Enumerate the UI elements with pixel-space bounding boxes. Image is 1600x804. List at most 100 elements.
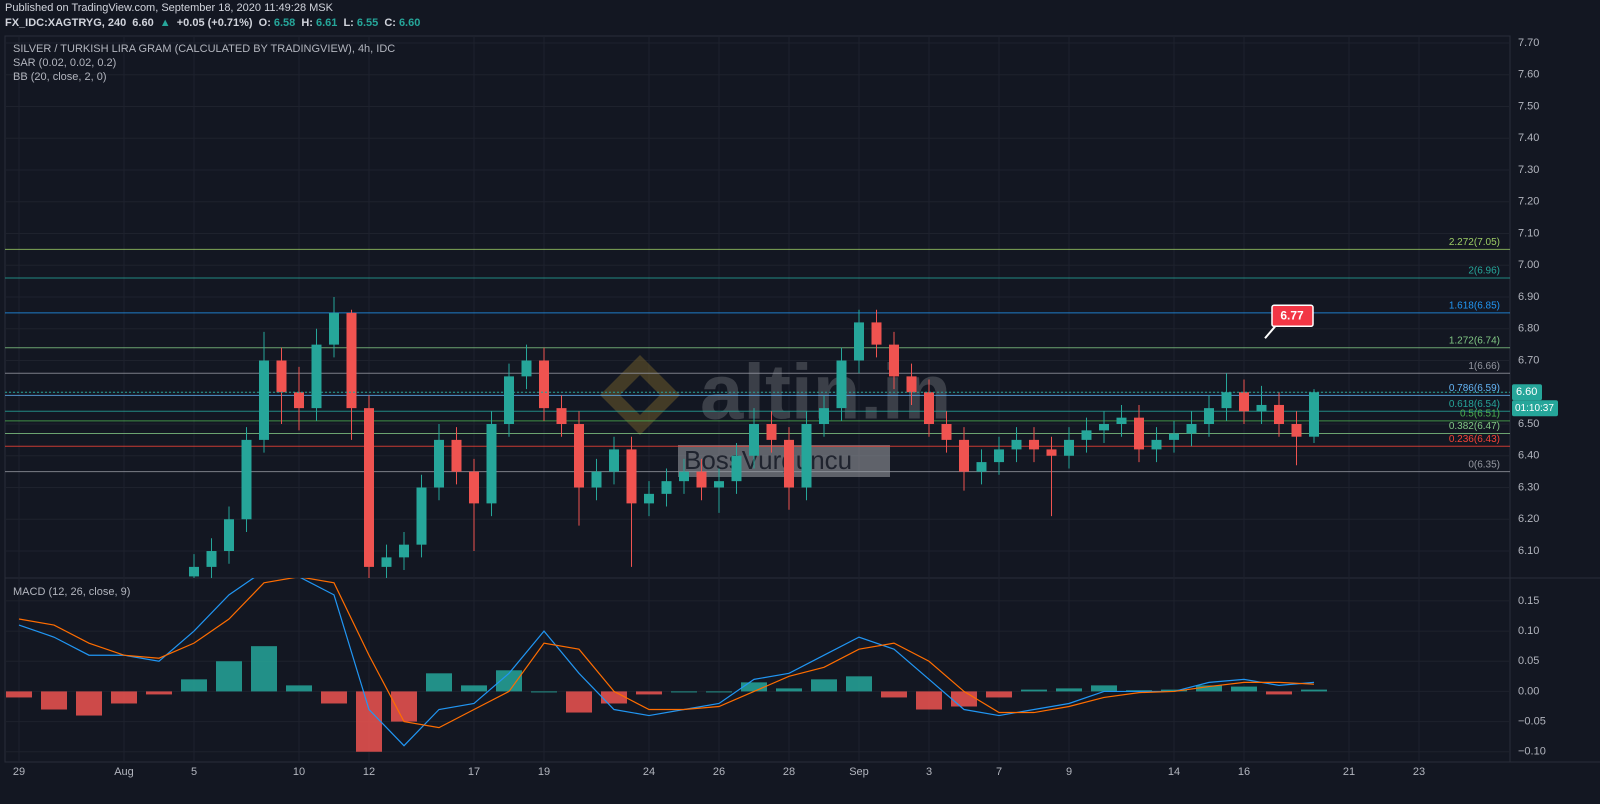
x-tick-label: Aug [114, 766, 134, 778]
candle-body [1221, 392, 1232, 409]
y-tick-label: 7.00 [1518, 259, 1539, 271]
candle-body [1151, 439, 1162, 450]
countdown-badge [1512, 400, 1558, 417]
histogram-bar [846, 676, 872, 692]
open: 6.58 [273, 17, 296, 29]
x-tick-label: 28 [783, 766, 795, 778]
signal-line [18, 578, 1315, 729]
histogram-bar [41, 691, 67, 710]
last-price-badge [1512, 384, 1542, 401]
histogram-bar [951, 691, 977, 707]
candle-body [399, 544, 409, 558]
x-tick-label: 14 [1168, 766, 1180, 778]
fib-label: 0.382(6.47) [1449, 421, 1500, 432]
chart-title: SILVER / TURKISH LIRA GRAM (CALCULATED B… [13, 43, 395, 55]
y-tick-label: 7.50 [1518, 100, 1539, 112]
candle-body [731, 455, 742, 482]
histogram-bar [251, 646, 277, 692]
candle-body [784, 439, 794, 488]
macd-line [18, 578, 1315, 747]
histogram-bar [566, 691, 592, 713]
candle-body [364, 408, 374, 567]
callout-box [1271, 304, 1314, 328]
candle-body [1239, 392, 1249, 412]
symbol: FX_IDC:XAGTRYG, 240 [5, 17, 127, 29]
candle-body [574, 424, 584, 488]
x-tick-label: 7 [996, 766, 1002, 778]
low-label: L: [343, 17, 354, 29]
histogram-bar [706, 691, 732, 693]
candle-body [1169, 433, 1179, 440]
indicator-label: BB (20, close, 2, 0) [13, 71, 107, 83]
candle-body [224, 519, 234, 552]
x-tick-label: 17 [468, 766, 480, 778]
histogram-bar [636, 691, 662, 695]
y-tick-label: 7.60 [1518, 69, 1539, 81]
candle-body [749, 424, 759, 456]
histogram-bar [1266, 691, 1292, 695]
x-tick-label: 26 [713, 766, 725, 778]
candle-body [1186, 424, 1197, 434]
histogram-bar [986, 691, 1012, 698]
y-tick-label: 0.05 [1518, 655, 1539, 667]
fib-label: 1.618(6.85) [1449, 301, 1500, 312]
histogram-bar [1056, 688, 1082, 692]
y-tick-label: 7.20 [1518, 196, 1539, 208]
candle-body [311, 344, 322, 409]
candle-body [714, 481, 724, 488]
histogram-bar [391, 691, 417, 722]
y-tick-label: 7.10 [1518, 227, 1539, 239]
candle-body [1064, 439, 1074, 456]
candle-body [241, 439, 252, 520]
symbol-line: FX_IDC:XAGTRYG, 240 6.60 ▲ +0.05 (+0.71%… [5, 17, 423, 29]
histogram-bar [531, 691, 557, 693]
candle-body [906, 376, 917, 393]
y-tick-label: 6.30 [1518, 481, 1539, 493]
histogram-bar [671, 691, 697, 693]
candle-body [381, 557, 392, 567]
candle-body [696, 471, 707, 488]
y-tick-label: 7.40 [1518, 132, 1539, 144]
fib-label: 0.618(6.54) [1449, 399, 1500, 410]
candle-body [451, 439, 462, 472]
fib-label: 0(6.35) [1468, 459, 1500, 470]
histogram-bar [1021, 689, 1047, 692]
fib-label: 1.272(6.74) [1449, 335, 1500, 346]
fib-label: 0.236(6.43) [1449, 434, 1500, 445]
histogram-bar [111, 691, 137, 704]
histogram-bar [6, 691, 32, 698]
histogram-bar [1091, 685, 1117, 692]
candle-body [941, 424, 952, 440]
plot-frame [4, 35, 1511, 763]
histogram-bar [76, 691, 102, 716]
fib-label: 2.272(7.05) [1449, 237, 1500, 248]
candle-body [1204, 408, 1214, 425]
candle-body [416, 487, 427, 545]
callout-label: 6.77 [1280, 308, 1304, 322]
candle-body [801, 424, 812, 488]
candle-body [889, 344, 899, 377]
open-label: O: [258, 17, 271, 29]
candle-body [661, 481, 672, 494]
candle-body [609, 449, 619, 472]
y-tick-label: 0.00 [1518, 685, 1539, 697]
histogram-bar [146, 691, 172, 695]
histogram-bar [741, 682, 767, 692]
fib-label: 0.5(6.51) [1460, 408, 1500, 419]
histogram-bar [811, 679, 837, 692]
y-tick-label: 0.15 [1518, 595, 1539, 607]
low: 6.55 [356, 17, 379, 29]
macd-title: MACD (12, 26, close, 9) [13, 586, 130, 598]
histogram-bar [426, 673, 452, 692]
indicator-label: SAR (0.02, 0.02, 0.2) [13, 57, 116, 69]
candle-body [1274, 404, 1284, 425]
change-arrow: ▲ [159, 17, 171, 29]
y-tick-label: 0.10 [1518, 625, 1539, 637]
close-label: C: [384, 17, 396, 29]
histogram-bar [1161, 689, 1187, 692]
high-label: H: [301, 17, 313, 29]
close: 6.60 [398, 17, 421, 29]
histogram-bar [216, 661, 242, 692]
candle-body [1029, 439, 1039, 450]
